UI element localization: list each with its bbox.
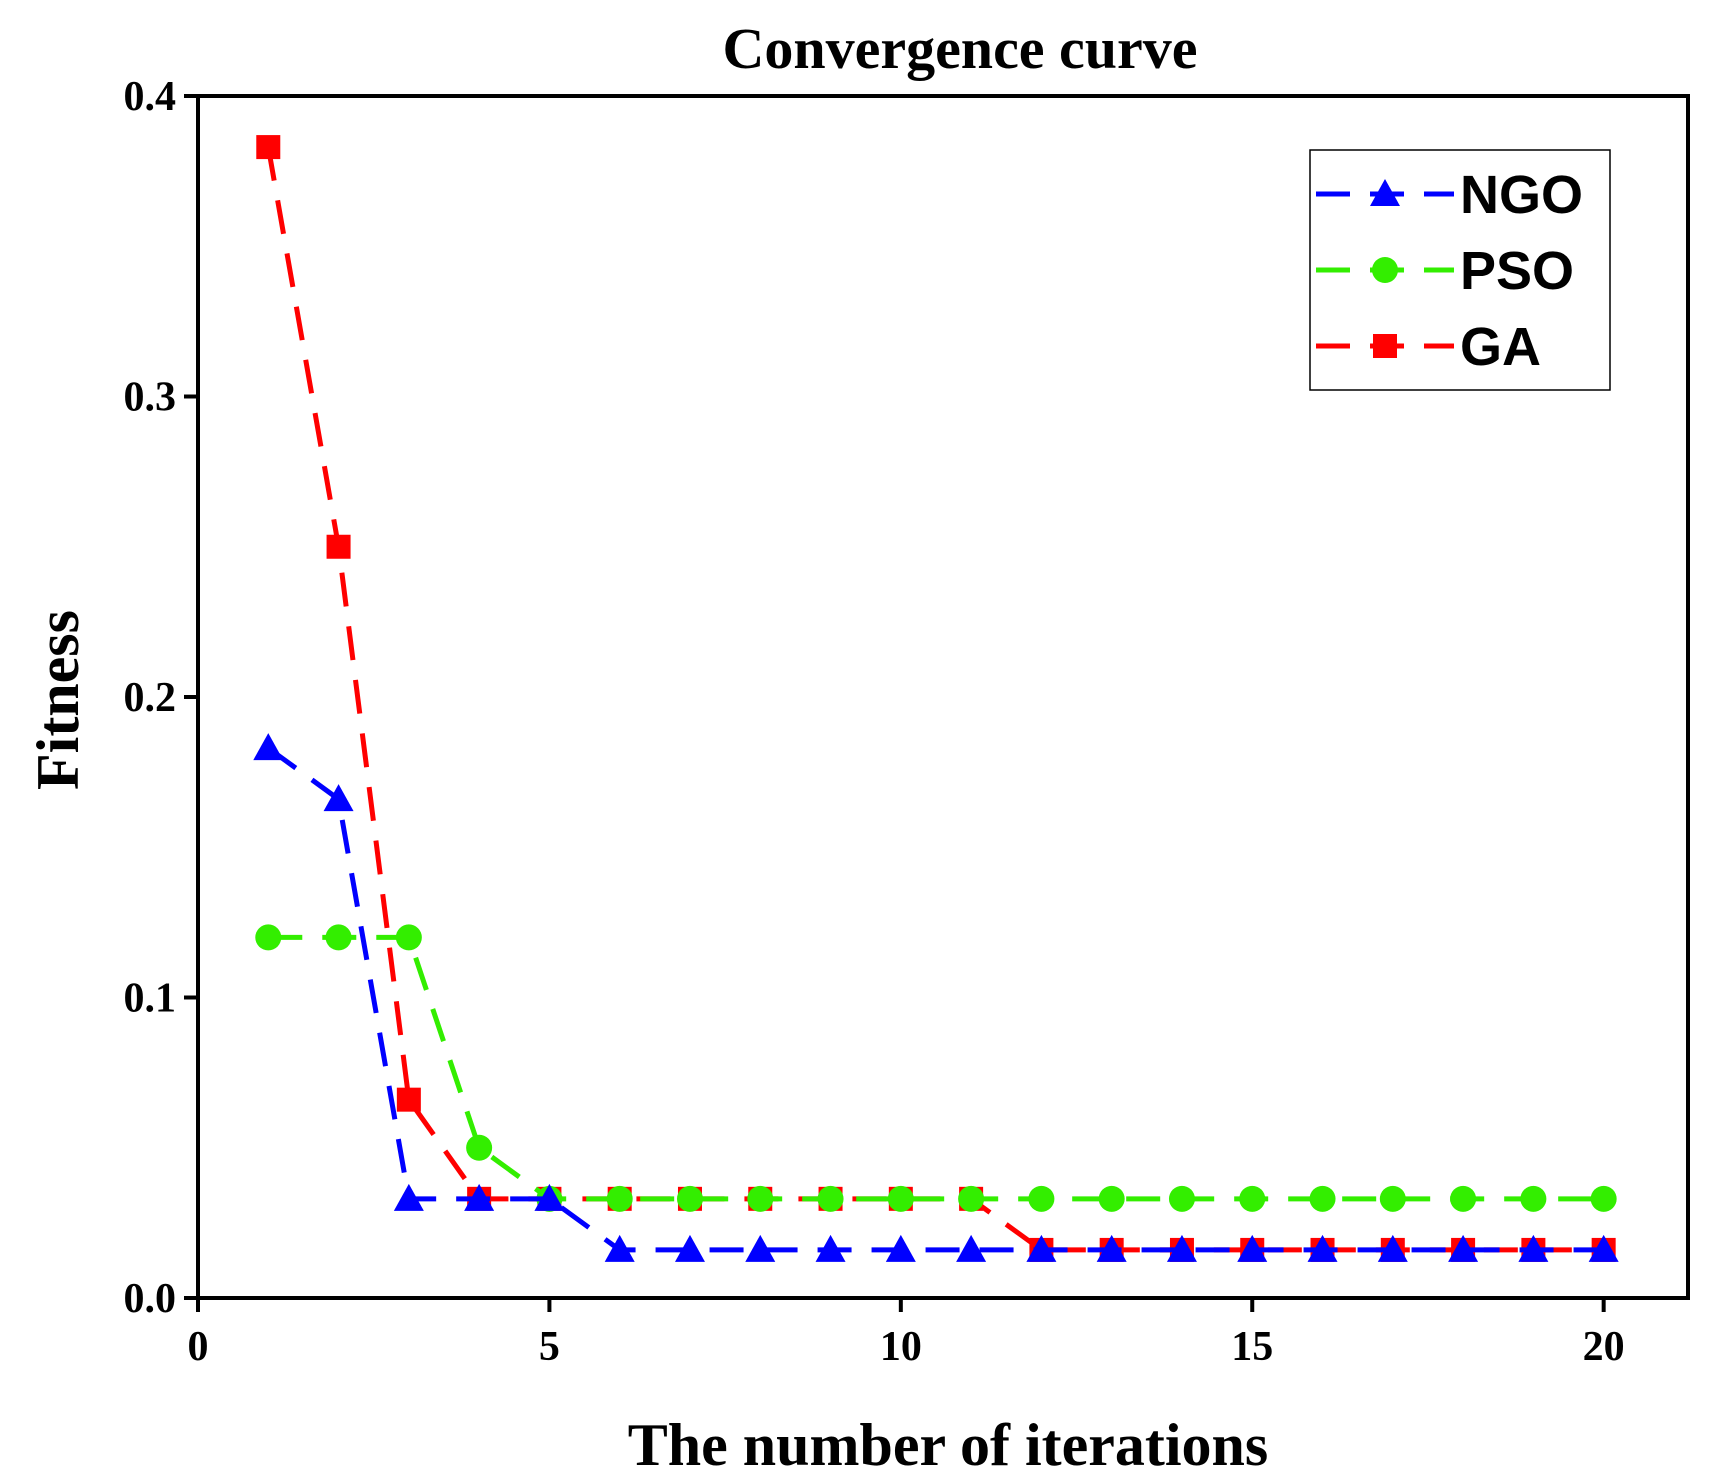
pso-point [887, 1185, 914, 1212]
ga-point [326, 534, 351, 559]
ga-point [256, 135, 281, 160]
legend: NGO PSO GA [1309, 149, 1611, 391]
x-tick-label: 5 [539, 1324, 560, 1370]
ngo-point [1166, 1234, 1197, 1262]
legend-item-pso: PSO [1316, 241, 1574, 301]
ngo-point [1237, 1234, 1268, 1262]
pso-point [1590, 1185, 1617, 1212]
y-tick-label: 0.2 [124, 675, 177, 721]
ngo-point [1588, 1234, 1619, 1262]
y-tick-label: 0.1 [124, 976, 177, 1022]
y-axis-label: Fitness [25, 610, 91, 790]
y-tick-label: 0.4 [124, 74, 177, 120]
chart-title: Convergence curve [722, 16, 1197, 81]
legend-label-pso: PSO [1460, 241, 1574, 301]
ngo-point [253, 733, 284, 761]
legend-item-ngo: NGO [1316, 165, 1583, 225]
legend-item-ga: GA [1316, 317, 1541, 377]
pso-point [395, 924, 422, 951]
x-axis-label: The number of iterations [628, 1412, 1269, 1478]
series-pso [255, 924, 1617, 1212]
ngo-point [1448, 1234, 1479, 1262]
y-tick-label: 0.3 [124, 375, 177, 421]
pso-point [1520, 1185, 1547, 1212]
legend-box [1309, 149, 1611, 391]
ngo-point [534, 1183, 565, 1211]
ngo-point [885, 1234, 916, 1262]
ngo-point [604, 1234, 635, 1262]
pso-point [1239, 1185, 1266, 1212]
ngo-point [1096, 1234, 1127, 1262]
pso-point [1028, 1185, 1055, 1212]
ngo-point [1026, 1234, 1057, 1262]
x-tick-label: 10 [880, 1324, 922, 1370]
ngo-point [1307, 1234, 1338, 1262]
pso-point [1098, 1185, 1125, 1212]
pso-point [255, 924, 282, 951]
pso-point [1168, 1185, 1195, 1212]
ngo-point [815, 1234, 846, 1262]
ngo-point [393, 1183, 424, 1211]
ngo-point [464, 1183, 495, 1211]
x-tick-label: 0 [188, 1324, 209, 1370]
x-tick-label: 20 [1583, 1324, 1625, 1370]
legend-marker-ga [1373, 334, 1397, 358]
ngo-line [266, 746, 1604, 1253]
pso-point [1309, 1185, 1336, 1212]
ngo-point [956, 1234, 987, 1262]
legend-marker-ngo [1370, 179, 1400, 206]
pso-point [606, 1185, 633, 1212]
y-tick-label: 0.0 [124, 1276, 177, 1322]
pso-point [676, 1185, 703, 1212]
series-ngo [253, 733, 1619, 1262]
pso-point [466, 1134, 493, 1161]
legend-marker-pso [1372, 257, 1398, 283]
legend-label-ngo: NGO [1460, 165, 1583, 225]
pso-point [817, 1185, 844, 1212]
pso-point [325, 924, 352, 951]
ngo-point [1377, 1234, 1408, 1262]
ngo-point [1518, 1234, 1549, 1262]
ngo-point [674, 1234, 705, 1262]
pso-point [1379, 1185, 1406, 1212]
ngo-point [323, 784, 354, 812]
pso-line [268, 934, 1604, 1202]
ngo-point [745, 1234, 776, 1262]
x-tick-label: 15 [1231, 1324, 1273, 1370]
legend-label-ga: GA [1460, 317, 1541, 377]
pso-point [1450, 1185, 1477, 1212]
plot-area: 0 5 10 15 20 0.0 0.1 0.2 0.3 0.4 [124, 74, 1690, 1370]
ga-point [396, 1087, 421, 1112]
pso-point [747, 1185, 774, 1212]
pso-point [958, 1185, 985, 1212]
